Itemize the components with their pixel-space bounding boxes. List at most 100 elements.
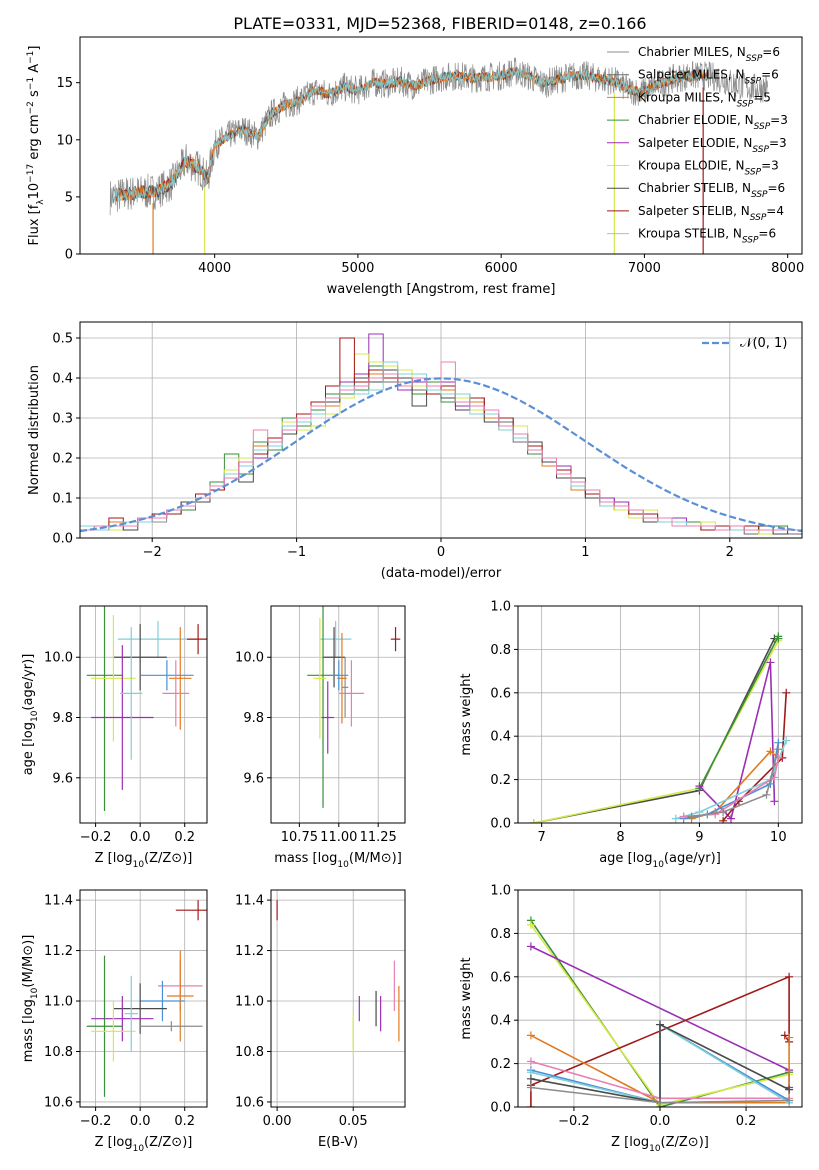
label-part: =3 <box>770 113 788 127</box>
label-part: (age/yr)] <box>664 851 721 866</box>
y-tick-label: 10.6 <box>44 1095 73 1110</box>
age-vs-mass-panel: 10.75 11.00 11.25 9.6 9.8 10.0 mass [log10(M/M… <box>235 605 406 870</box>
mass-vs-metallicity-panel: −0.2 0.0 0.210.610.811.011.211.4Z [log10(Z… <box>21 889 208 1154</box>
label-part: log <box>21 999 36 1019</box>
x-axis-label: Z [log10(Z/Z⊙)] <box>95 851 193 870</box>
label-part: =6 <box>768 181 786 195</box>
weight-point-marker <box>687 812 696 821</box>
y-axis-label: age [log10(age/yr)] <box>21 654 40 776</box>
label-part: 10 <box>649 1144 661 1154</box>
y-tick-label: 0.2 <box>490 773 511 788</box>
x-tick-label: 0.0 <box>650 1114 671 1129</box>
label-part: Kroupa STELIB, N <box>638 227 742 241</box>
weight-point-marker <box>770 797 779 806</box>
label-part: SSP <box>745 77 762 87</box>
label-part: SSP <box>745 168 762 178</box>
x-tick-label: 7 <box>538 830 546 845</box>
y-tick-label: 1.0 <box>490 884 511 899</box>
y-tick-label: 0.6 <box>490 970 511 985</box>
weight-vs-metallicity-panel: −0.2 0.0 0.2 0.0 0.2 0.4 0.6 0.8 1.0 Z [log10(Z/Z… <box>459 884 803 1154</box>
weight-point-marker <box>526 942 535 951</box>
label-part: Chabrier STELIB, N <box>638 181 751 195</box>
weight-point-marker <box>526 1074 535 1083</box>
weight-point-marker <box>526 1057 535 1066</box>
label-part: Z [ <box>95 1135 113 1150</box>
label-part: 10 <box>30 987 40 999</box>
label-part: 10 <box>652 860 664 870</box>
weight-point-marker <box>727 814 735 823</box>
y-tick-label: 1.0 <box>490 600 511 615</box>
label-part: mass [ <box>21 1019 36 1062</box>
axes-frame <box>270 605 406 824</box>
weight-series-line <box>691 750 779 820</box>
weight-point-marker <box>766 658 775 667</box>
label-part: 10 <box>133 860 145 870</box>
y-tick-label: 11.2 <box>235 944 264 959</box>
legend-entry: Chabrier STELIB, NSSP=6 <box>638 181 785 200</box>
x-tick-label: 2 <box>726 545 734 560</box>
label-part: ] <box>27 46 42 51</box>
y-tick-label: 15 <box>56 76 73 91</box>
label-part: =4 <box>766 204 784 218</box>
legend-entry: Kroupa MILES, NSSP=5 <box>638 90 771 109</box>
x-tick-label: 4000 <box>198 261 231 276</box>
weight-series-line <box>533 637 779 823</box>
weight-point-marker <box>671 814 680 823</box>
weight-point-marker <box>526 1031 535 1040</box>
x-tick-label: 0.2 <box>174 830 195 845</box>
plot-area <box>276 900 400 1055</box>
x-tick-label: 1 <box>581 545 589 560</box>
label-part: =3 <box>769 136 787 150</box>
label-part: 10 <box>133 1144 145 1154</box>
label-part: =6 <box>761 68 779 82</box>
axes-frame <box>517 605 803 824</box>
plot-area <box>80 333 802 535</box>
label-part: 10 <box>30 710 40 722</box>
weight-series-line <box>530 1023 790 1104</box>
y-tick-label: 0.1 <box>52 492 73 507</box>
label-part: =6 <box>758 227 776 241</box>
label-part: log <box>629 1135 649 1150</box>
y-tick-label: 0.4 <box>52 372 73 387</box>
label-part: Salpeter STELIB, N <box>638 204 750 218</box>
label-part: Chabrier ELODIE, N <box>638 113 754 127</box>
weight-point-marker <box>774 634 783 643</box>
y-tick-label: 9.6 <box>243 771 264 786</box>
weight-series-line <box>698 636 780 789</box>
label-part: log <box>113 1135 133 1150</box>
plot-area <box>109 57 768 254</box>
y-tick-label: 0.0 <box>490 817 511 832</box>
y-tick-label: 11.4 <box>235 894 264 909</box>
x-tick-label: 0 <box>437 545 445 560</box>
legend-entry: Kroupa STELIB, NSSP=6 <box>638 227 776 246</box>
y-tick-label: 0.4 <box>490 1014 511 1029</box>
y-tick-label: 0.8 <box>490 643 511 658</box>
y-tick-label: 0 <box>65 248 73 263</box>
weight-point-marker <box>719 808 728 817</box>
x-tick-label: −0.2 <box>80 1114 112 1129</box>
y-tick-label: 10.8 <box>235 1045 264 1060</box>
label-part: SSP <box>752 145 769 155</box>
y-axis-label: Flux [fλ10−17 erg cm−2 s−1 A−1] <box>26 46 46 246</box>
x-tick-label: −0.2 <box>80 830 112 845</box>
x-tick-label: 0.00 <box>263 1114 292 1129</box>
y-tick-label: 0.2 <box>490 1057 511 1072</box>
x-tick-label: 8000 <box>771 261 804 276</box>
plot-area <box>529 632 791 823</box>
weight-point-marker <box>695 782 704 791</box>
label-part: 10 <box>337 860 349 870</box>
legend-entry: Salpeter MILES, NSSP=6 <box>638 68 779 87</box>
age-vs-metallicity-panel: −0.2 0.0 0.29.69.810.0Z [log10(Z/Z⊙)]age [… <box>21 605 208 870</box>
label-part: −1 <box>26 77 36 90</box>
y-axis-label: mass [log10(M/M⊙)] <box>21 935 40 1063</box>
weight-point-marker <box>785 1096 794 1105</box>
legend-entry: Salpeter STELIB, NSSP=4 <box>638 204 784 223</box>
plot-area <box>86 606 207 811</box>
axes-frame <box>79 889 208 1108</box>
x-tick-label: 0.0 <box>130 1114 151 1129</box>
label-part: SSP <box>737 99 754 109</box>
histogram-step-line <box>80 361 802 531</box>
y-tick-label: 0.3 <box>52 412 73 427</box>
model-spectrum-line <box>112 67 710 204</box>
